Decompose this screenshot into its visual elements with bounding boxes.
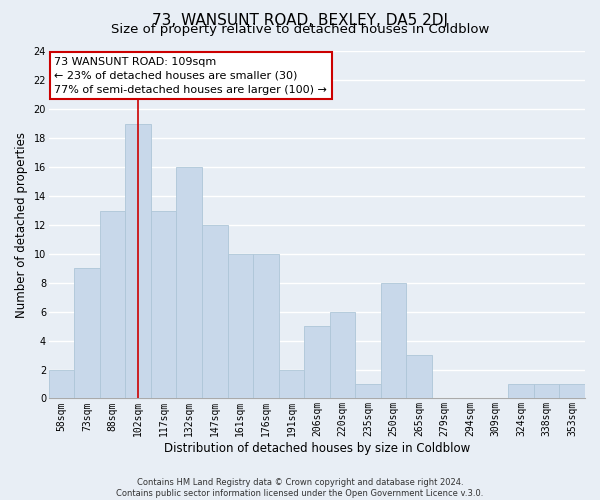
Bar [74,268,100,398]
Bar [329,312,355,398]
Bar [227,254,253,398]
Bar [406,355,432,399]
Bar [202,225,227,398]
Bar [49,370,74,398]
Bar [253,254,278,398]
Bar [100,210,125,398]
Bar [355,384,381,398]
Text: Contains HM Land Registry data © Crown copyright and database right 2024.
Contai: Contains HM Land Registry data © Crown c… [116,478,484,498]
Y-axis label: Number of detached properties: Number of detached properties [15,132,28,318]
Bar [278,370,304,398]
Bar [125,124,151,398]
Bar [559,384,585,398]
Bar [508,384,534,398]
Text: 73, WANSUNT ROAD, BEXLEY, DA5 2DJ: 73, WANSUNT ROAD, BEXLEY, DA5 2DJ [152,12,448,28]
Bar [176,167,202,398]
Text: 73 WANSUNT ROAD: 109sqm
← 23% of detached houses are smaller (30)
77% of semi-de: 73 WANSUNT ROAD: 109sqm ← 23% of detache… [54,56,327,94]
Bar [381,283,406,399]
Bar [304,326,329,398]
X-axis label: Distribution of detached houses by size in Coldblow: Distribution of detached houses by size … [164,442,470,455]
Text: Size of property relative to detached houses in Coldblow: Size of property relative to detached ho… [111,22,489,36]
Bar [151,210,176,398]
Bar [534,384,559,398]
